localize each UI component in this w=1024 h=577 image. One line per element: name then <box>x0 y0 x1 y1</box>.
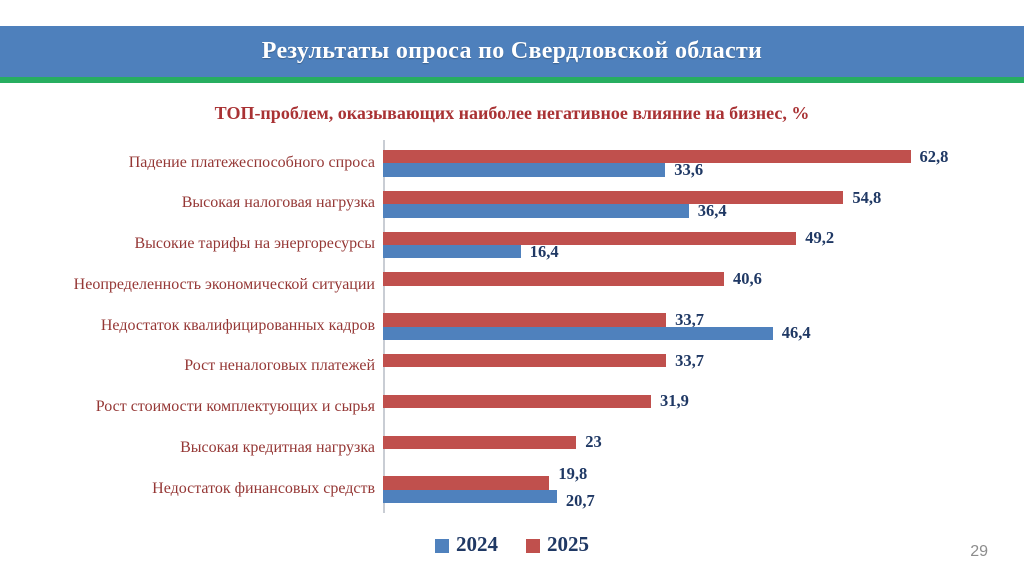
bar-slot-2025: 49,2 <box>383 228 1014 247</box>
category-label: Высокая налоговая нагрузка <box>181 194 375 212</box>
bars-cell: 31,9 <box>383 385 1014 426</box>
bar-slot-2025: 31,9 <box>383 391 1014 410</box>
category-label: Высокие тарифы на энергоресурсы <box>134 235 375 253</box>
chart-row: Падение платежеспособного спроса 62,8 33,6 <box>14 140 1014 181</box>
bar-value-label-2024: 16,4 <box>529 241 559 261</box>
bar-value-label-2025: 40,6 <box>733 269 762 289</box>
category-label: Недостаток квалифицированных кадров <box>100 316 375 334</box>
chart-row: Недостаток квалифицированных кадров 33,7 4… <box>14 303 1014 344</box>
bar-slot-2024: 16,4 <box>383 242 1014 261</box>
bars-cell: 33,7 46,4 <box>383 303 1014 344</box>
bar-value-label-2024: 46,4 <box>781 323 811 343</box>
page-number: 29 <box>970 543 988 560</box>
chart-rows: Падение платежеспособного спроса 62,8 33,6… <box>14 140 1014 511</box>
bar-2025 <box>383 150 911 164</box>
chart-legend: 2024 2025 <box>0 532 1024 557</box>
bar-slot-2025: 40,6 <box>383 269 1014 288</box>
bar-value-label-2025: 33,7 <box>675 309 704 329</box>
bars-cell: 19,8 20,7 <box>383 464 1014 510</box>
bar-2025 <box>383 190 844 205</box>
page-title: Результаты опроса по Свердловской област… <box>261 38 763 64</box>
category-label: Рост неналоговых платежей <box>184 357 375 375</box>
bars-cell: 62,8 33,6 <box>383 140 1014 181</box>
bar-slot-2024: 46,4 <box>383 323 1014 342</box>
bar-slot-2025: 19,8 <box>383 464 1014 490</box>
bar-value-label-2025: 33,7 <box>675 350 704 370</box>
bar-2024 <box>383 244 521 259</box>
category-label: Неопределенность экономической ситуации <box>73 275 375 293</box>
bar-slot-2024: 20,7 <box>383 489 1014 510</box>
bar-2024 <box>383 489 557 504</box>
chart-row: Рост неналоговых платежей 33,7 <box>14 344 1014 385</box>
bar-2024 <box>383 163 666 177</box>
green-divider <box>0 77 1024 83</box>
bar-slot-2025: 54,8 <box>383 188 1014 207</box>
bar-value-label-2025: 54,8 <box>852 187 882 207</box>
chart-row: Высокая кредитная нагрузка 23 <box>14 426 1014 467</box>
bars-cell: 49,2 16,4 <box>383 222 1014 263</box>
bar-slot-2024 <box>383 408 1014 421</box>
bar-slot-2024 <box>383 449 1014 462</box>
bar-value-label-2025: 23 <box>585 432 602 452</box>
legend-item-2025: 2025 <box>526 532 589 557</box>
bar-2025 <box>383 272 725 286</box>
bar-2025 <box>383 435 577 449</box>
header-banner: Результаты опроса по Свердловской област… <box>0 26 1024 77</box>
bar-slot-2024: 36,4 <box>383 201 1014 220</box>
bar-value-label-2025: 62,8 <box>919 146 949 166</box>
bars-cell: 40,6 <box>383 262 1014 303</box>
bars-cell: 33,7 <box>383 344 1014 385</box>
bar-2025 <box>383 394 651 409</box>
category-label: Высокая кредитная нагрузка <box>180 439 375 457</box>
legend-label-2025: 2025 <box>547 532 589 556</box>
bar-2025 <box>383 476 550 490</box>
chart-row: Высокая налоговая нагрузка 54,8 36,4 <box>14 181 1014 222</box>
category-label: Падение платежеспособного спроса <box>128 153 375 171</box>
bar-value-label-2024: 20,7 <box>565 491 595 511</box>
category-label: Недостаток финансовых средств <box>152 479 375 497</box>
legend-item-2024: 2024 <box>435 532 498 557</box>
bar-slot-2025: 33,7 <box>383 351 1014 370</box>
bar-2024 <box>383 326 773 340</box>
bar-value-label-2024: 36,4 <box>697 200 727 220</box>
bars-cell: 23 <box>383 426 1014 467</box>
bar-slot-2025: 62,8 <box>383 147 1014 166</box>
bar-value-label-2025: 31,9 <box>659 391 689 411</box>
bar-slot-2024: 33,6 <box>383 160 1014 179</box>
legend-swatch-2025-icon <box>526 538 540 553</box>
legend-label-2024: 2024 <box>456 532 498 556</box>
category-label: Рост стоимости комплектующих и сырья <box>95 398 375 416</box>
bar-slot-2024 <box>383 286 1014 299</box>
bar-2024 <box>383 204 689 218</box>
chart-row: Неопределенность экономической ситуации 4… <box>14 262 1014 303</box>
bar-value-label-2025: 49,2 <box>805 228 835 248</box>
bar-2025 <box>383 313 667 327</box>
bar-value-label-2025: 19,8 <box>558 464 588 484</box>
chart-title: ТОП-проблем, оказывающих наиболее негати… <box>214 103 810 123</box>
bar-2025 <box>383 231 797 245</box>
chart-row: Высокие тарифы на энергоресурсы 49,2 16,4 <box>14 222 1014 263</box>
bar-slot-2025: 33,7 <box>383 310 1014 329</box>
bar-2025 <box>383 353 667 368</box>
bars-cell: 54,8 36,4 <box>383 181 1014 222</box>
legend-swatch-2024-icon <box>435 538 449 553</box>
bar-slot-2025: 23 <box>383 432 1014 451</box>
chart-row: Недостаток финансовых средств 19,8 20,7 <box>14 464 1014 510</box>
chart-row: Рост стоимости комплектующих и сырья 31,9 <box>14 385 1014 426</box>
bar-value-label-2024: 33,6 <box>674 160 704 180</box>
